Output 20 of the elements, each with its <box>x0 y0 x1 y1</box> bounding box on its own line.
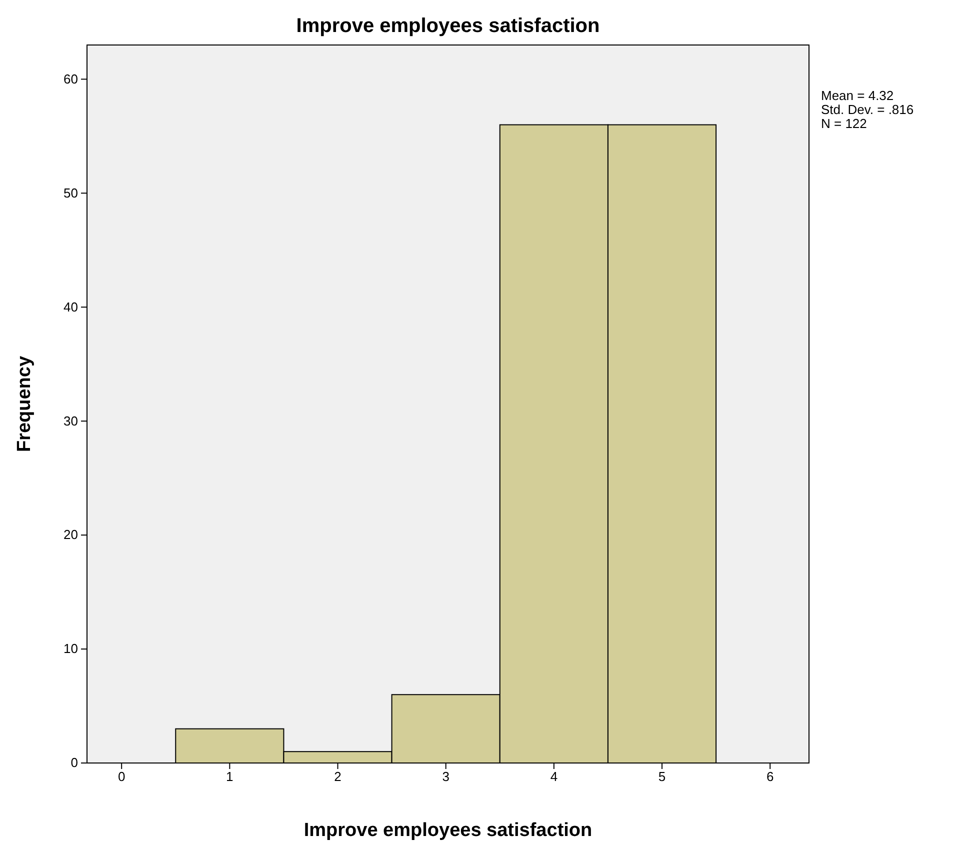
x-tick-label: 5 <box>658 769 666 784</box>
y-tick-label: 10 <box>64 641 78 656</box>
x-axis-title: Improve employees satisfaction <box>304 820 592 841</box>
x-tick-label: 1 <box>226 769 234 784</box>
y-tick-label: 60 <box>64 71 78 86</box>
x-tick-label: 3 <box>442 769 450 784</box>
chart-title: Improve employees satisfaction <box>296 15 600 37</box>
text: N = 122 <box>821 116 867 131</box>
x-tick-label: 0 <box>118 769 126 784</box>
text: Mean = 4.32 <box>821 88 894 103</box>
y-tick-label: 40 <box>64 299 78 314</box>
y-tick-label: 50 <box>64 185 78 200</box>
y-tick-label: 0 <box>70 755 78 770</box>
x-tick-label: 4 <box>550 769 558 784</box>
x-tick-label: 6 <box>766 769 774 784</box>
y-tick-label: 30 <box>64 413 78 428</box>
text: Std. Dev. = .816 <box>821 102 914 117</box>
x-tick-label: 2 <box>334 769 342 784</box>
y-axis-title: Frequency <box>14 356 35 452</box>
y-tick-label: 20 <box>64 527 78 542</box>
